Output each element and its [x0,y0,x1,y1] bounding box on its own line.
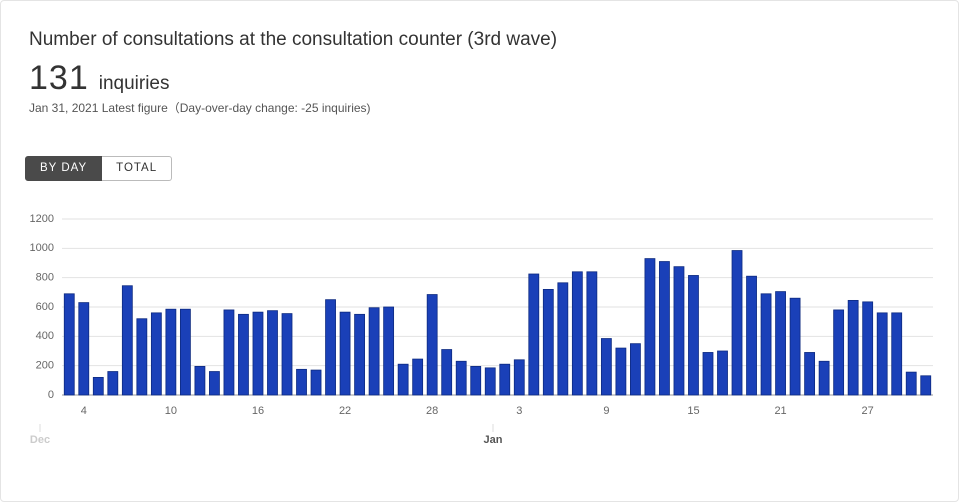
bar [252,311,264,396]
month-label: Dec [30,434,50,446]
x-tick-label: 21 [774,405,786,417]
x-tick-label: 28 [426,405,438,417]
bar [513,359,525,396]
bar [238,313,249,396]
bar [455,360,467,396]
x-tick-label: 3 [516,405,522,417]
bar [862,301,874,396]
x-tick-label: 16 [252,405,264,417]
bar [281,313,293,396]
bar [615,347,627,396]
x-tick-label: 27 [862,405,874,417]
bar [731,250,743,396]
bar [470,365,482,396]
bar [760,293,772,396]
bar [557,282,569,396]
bar [833,309,845,396]
bar [78,302,90,396]
bar [905,371,917,396]
y-tick-label: 0 [48,389,54,401]
bar [426,294,438,396]
bar [542,288,554,396]
bar [92,376,104,396]
bar [746,275,757,396]
bar [354,313,365,396]
bar [63,293,75,396]
bar [818,360,830,396]
bar [150,312,162,396]
bar [412,358,424,396]
y-tick-label: 1000 [30,242,54,254]
bar [775,291,786,396]
bar [499,363,511,396]
bar [339,311,351,396]
bar [586,271,598,396]
bar [179,308,191,396]
y-tick-label: 600 [36,301,54,313]
x-tick-label: 15 [687,405,699,417]
bar [644,258,656,396]
figure: 131 [29,59,89,97]
bar [136,318,148,396]
bar [630,343,641,396]
x-tick-label: 10 [165,405,177,417]
bar [121,285,133,396]
by-day-button[interactable]: BY DAY [25,156,103,181]
bar [571,271,583,396]
bar [702,352,714,396]
total-button[interactable]: TOTAL [102,156,173,181]
bar [209,371,220,396]
y-tick-label: 800 [36,272,54,284]
bar [397,363,409,396]
bar [804,352,816,396]
bar [891,312,903,396]
bar [325,299,336,396]
bar [528,273,540,396]
bar [223,309,235,396]
bar [165,308,177,396]
toggle: BY DAY TOTAL [25,156,173,181]
bar [847,299,859,396]
month-label: Jan [484,434,503,446]
x-tick-label: 9 [603,405,609,417]
x-tick-label: 4 [81,405,87,417]
bar [484,367,496,396]
bar [600,338,612,396]
y-tick-label: 1200 [30,213,54,225]
bar [659,261,670,396]
bar [194,365,206,396]
bar [717,350,728,396]
bar [107,371,119,396]
y-tick-label: 200 [36,360,54,372]
bar [789,297,801,396]
bar [383,306,395,396]
bar [310,369,322,396]
x-tick-label: 22 [339,405,351,417]
bar [368,307,380,396]
bar [441,349,453,396]
bar [296,368,307,396]
bar [876,312,888,396]
bar [673,266,685,396]
headline: 131 inquiries [29,59,170,98]
bar [267,310,278,396]
bar [688,275,699,396]
subtitle: Jan 31, 2021 Latest figure（Day-over-day … [29,101,371,115]
y-tick-label: 400 [36,330,54,342]
unit: inquiries [98,73,170,94]
title: Number of consultations at the consultat… [29,29,558,50]
bar [920,375,932,396]
